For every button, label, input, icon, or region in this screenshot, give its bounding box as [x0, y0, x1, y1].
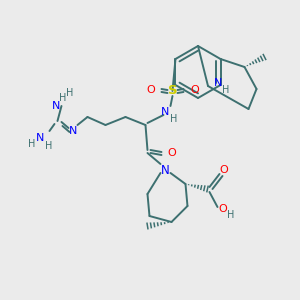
Text: N: N [214, 78, 222, 88]
Text: N: N [161, 107, 170, 117]
Text: O: O [190, 85, 199, 95]
Text: S: S [168, 85, 177, 98]
Text: H: H [227, 210, 234, 220]
Text: H: H [28, 139, 35, 149]
Text: H: H [45, 141, 52, 151]
Text: N: N [69, 126, 78, 136]
Text: H: H [66, 88, 73, 98]
Text: O: O [218, 204, 227, 214]
Text: O: O [167, 148, 176, 158]
Text: N: N [52, 101, 61, 111]
Text: O: O [146, 85, 155, 95]
Text: H: H [222, 85, 230, 95]
Text: O: O [219, 165, 228, 175]
Text: N: N [161, 164, 170, 176]
Text: H: H [59, 93, 66, 103]
Text: H: H [170, 114, 177, 124]
Text: N: N [36, 133, 45, 143]
